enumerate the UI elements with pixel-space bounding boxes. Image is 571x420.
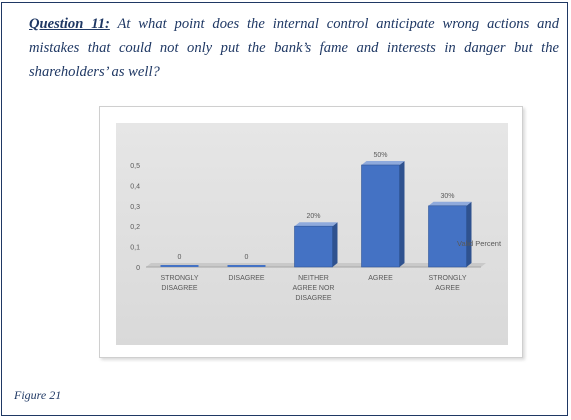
question-label: Question 11: xyxy=(29,16,110,32)
data-label: 0 xyxy=(178,254,182,261)
y-tick-label: 0,1 xyxy=(130,245,140,252)
bar-top xyxy=(428,201,472,206)
bar-top xyxy=(361,161,405,165)
bar xyxy=(428,205,467,268)
data-label: 50% xyxy=(373,152,387,159)
category-label: STRONGLY xyxy=(429,275,467,282)
bar-side xyxy=(399,161,405,267)
category-label: DISAGREE xyxy=(228,275,265,282)
category-label: DISAGREE xyxy=(295,295,332,302)
y-tick-label: 0,2 xyxy=(130,224,140,231)
category-label: DISAGREE xyxy=(161,285,198,292)
bar xyxy=(227,265,266,267)
data-label: 20% xyxy=(306,213,320,220)
category-label: NEITHER xyxy=(298,275,329,282)
figure-frame: Question 11: At what point does the inte… xyxy=(1,2,568,416)
data-label: 0 xyxy=(245,254,249,261)
question-body: At what point does the internal control … xyxy=(29,16,560,80)
bar xyxy=(294,225,333,268)
y-tick-label: 0 xyxy=(136,265,140,272)
category-label: AGREE xyxy=(368,275,393,282)
legend-label: Valid Percent xyxy=(457,239,502,248)
data-label: 30% xyxy=(440,193,454,200)
bar-chart: 0 0,1 0,2 0,3 0,4 0,5 0 STRONGLY DISAGREE 0 DISAGR… xyxy=(130,152,502,302)
bar xyxy=(160,265,199,267)
figure-caption: Figure 21 xyxy=(14,388,62,402)
category-label: STRONGLY xyxy=(161,275,199,282)
chart-container: 0 0,1 0,2 0,3 0,4 0,5 0 STRONGLY DISAGREE 0 DISAGR… xyxy=(99,106,523,358)
bar-top xyxy=(294,222,338,227)
category-label: AGREE xyxy=(435,285,460,292)
y-tick-label: 0,5 xyxy=(130,163,140,170)
y-tick-label: 0,3 xyxy=(130,204,140,211)
category-label: AGREE NOR xyxy=(292,285,334,292)
bar-side xyxy=(466,201,472,267)
bar-side xyxy=(332,222,338,267)
bar xyxy=(361,164,400,268)
question-text: Question 11: At what point does the inte… xyxy=(29,12,559,84)
y-tick-label: 0,4 xyxy=(130,183,140,190)
